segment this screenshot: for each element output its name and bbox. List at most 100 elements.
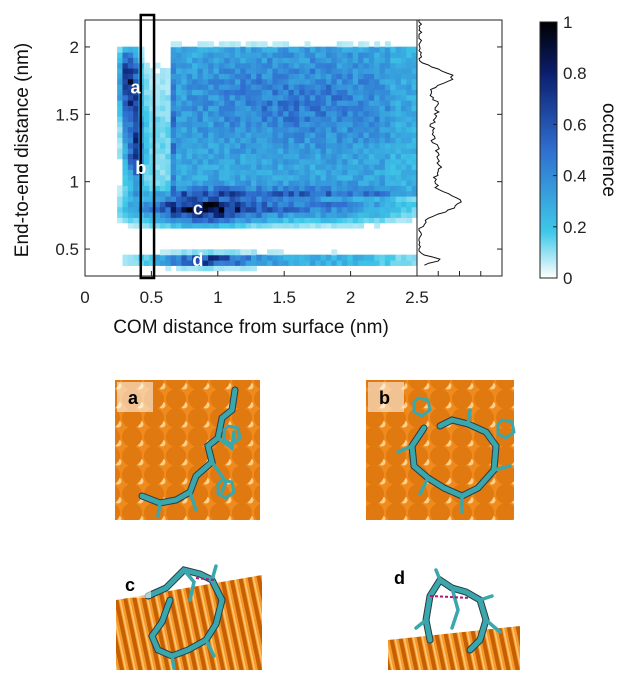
heatmap-cell — [154, 153, 161, 160]
heatmap-cell — [224, 158, 231, 165]
heatmap-cell — [127, 89, 134, 96]
heatmap-cell — [213, 148, 220, 154]
heatmap-cell — [342, 62, 348, 69]
heatmap-cell — [368, 89, 375, 96]
heatmap-cell — [406, 201, 413, 208]
heatmap-cell — [390, 52, 397, 58]
heatmap-cell — [251, 126, 257, 133]
heatmap-cell — [336, 84, 343, 90]
heatmap-cell — [315, 260, 322, 266]
heatmap-cell — [143, 169, 150, 176]
heatmap-cell — [283, 68, 290, 74]
heatmap-cell — [218, 217, 225, 224]
heatmap-cell — [208, 158, 215, 165]
heatmap-cell — [352, 110, 359, 117]
heatmap-cell — [159, 164, 166, 170]
heatmap-cell — [229, 116, 236, 122]
heatmap-cell — [272, 57, 279, 64]
heatmap-cell — [117, 185, 124, 192]
heatmap-cell — [336, 73, 343, 80]
heatmap-cell — [122, 212, 129, 218]
heatmap-cell — [127, 46, 134, 53]
heatmap-cell — [117, 132, 124, 138]
heatmap-cell — [256, 89, 263, 96]
heatmap-cell — [411, 46, 418, 53]
heatmap-cell — [192, 169, 199, 176]
heatmap-cell — [325, 148, 332, 154]
heatmap-cell — [208, 206, 215, 213]
heatmap-cell — [283, 174, 290, 181]
heatmap-cell — [240, 148, 247, 154]
heatmap-cell — [245, 180, 252, 186]
heatmap-cell — [352, 153, 359, 160]
heatmap-cell — [411, 62, 418, 69]
heatmap-cell — [218, 164, 225, 170]
heatmap-cell — [261, 217, 268, 224]
heatmap-cell — [176, 254, 182, 261]
heatmap-cell — [197, 73, 204, 80]
heatmap-cell — [277, 78, 284, 85]
heatmap-cell — [192, 126, 199, 133]
heatmap-cell — [390, 190, 397, 197]
heatmap-cell — [374, 206, 381, 213]
heatmap-cell — [406, 52, 413, 58]
heatmap-cell — [240, 78, 247, 85]
heatmap-cell — [368, 94, 375, 101]
heatmap-cell — [234, 116, 241, 122]
heatmap-cell — [411, 201, 418, 208]
heatmap-cell — [208, 46, 215, 53]
heatmap-cell — [384, 68, 391, 74]
heatmap-cell — [363, 148, 370, 154]
heatmap-cell — [165, 265, 172, 272]
heatmap-cell — [218, 132, 225, 138]
heatmap-cell — [277, 57, 284, 64]
heatmap-cell — [358, 137, 365, 144]
heatmap-cell — [159, 190, 166, 197]
heatmap-cell — [181, 153, 188, 160]
heatmap-cell — [320, 78, 327, 85]
heatmap-cell — [395, 217, 402, 224]
heatmap-cell — [358, 180, 365, 186]
heatmap-cell — [181, 174, 188, 181]
heatmap-cell — [181, 132, 188, 138]
heatmap-cell — [117, 100, 124, 106]
heatmap-cell — [127, 185, 134, 192]
heatmap-cell — [192, 180, 199, 186]
heatmap-cell — [229, 153, 236, 160]
heatmap-cells — [117, 41, 418, 272]
heatmap-cell — [315, 73, 322, 80]
heatmap-cell — [122, 110, 129, 117]
heatmap-cell — [224, 180, 231, 186]
heatmap-cell — [181, 52, 188, 58]
heatmap-cell — [352, 148, 359, 154]
heatmap-cell — [202, 249, 209, 256]
heatmap-cell — [336, 78, 343, 85]
heatmap-cell — [352, 260, 359, 266]
heatmap-cell — [240, 110, 247, 117]
heatmap-cell — [288, 46, 295, 53]
heatmap-cell — [229, 78, 236, 85]
heatmap-cell — [379, 164, 386, 170]
heatmap-cell — [181, 84, 188, 90]
heatmap-cell — [400, 260, 407, 266]
heatmap-cell — [400, 94, 407, 101]
heatmap-cell — [363, 206, 370, 213]
heatmap-cell — [299, 68, 306, 74]
heatmap-cell — [229, 62, 236, 69]
heatmap-cell — [213, 254, 220, 261]
heatmap-cell — [240, 185, 247, 192]
heatmap-cell — [176, 190, 182, 197]
heatmap-cell — [117, 73, 124, 80]
heatmap-cell — [358, 94, 365, 101]
heatmap-cell — [358, 185, 365, 192]
heatmap-cell — [304, 110, 311, 117]
heatmap-cell — [331, 222, 338, 229]
heatmap-cell — [170, 217, 177, 224]
heatmap-cell — [267, 174, 274, 181]
heatmap-cell — [299, 73, 306, 80]
heatmap-cell — [229, 249, 236, 256]
heatmap-cell — [218, 185, 225, 192]
heatmap-cell — [406, 100, 413, 106]
heatmap-cell — [347, 105, 354, 112]
